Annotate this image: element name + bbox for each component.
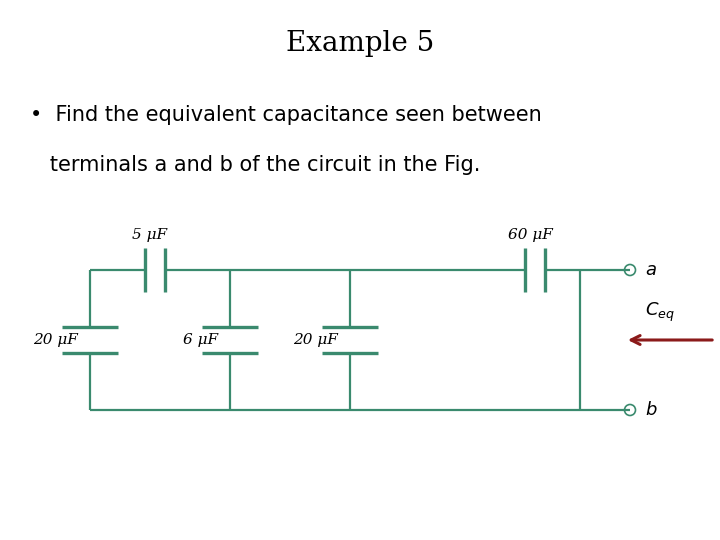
Text: $a$: $a$ — [645, 261, 657, 279]
Text: 5 μF: 5 μF — [132, 228, 168, 242]
Text: Example 5: Example 5 — [286, 30, 434, 57]
Text: 60 μF: 60 μF — [508, 228, 552, 242]
Text: •  Find the equivalent capacitance seen between: • Find the equivalent capacitance seen b… — [30, 105, 541, 125]
Text: $C_{eq}$: $C_{eq}$ — [645, 300, 675, 323]
Text: 20 μF: 20 μF — [33, 333, 78, 347]
Text: $b$: $b$ — [645, 401, 657, 419]
Text: 6 μF: 6 μF — [183, 333, 218, 347]
Text: 20 μF: 20 μF — [293, 333, 338, 347]
Text: terminals a and b of the circuit in the Fig.: terminals a and b of the circuit in the … — [30, 155, 480, 175]
